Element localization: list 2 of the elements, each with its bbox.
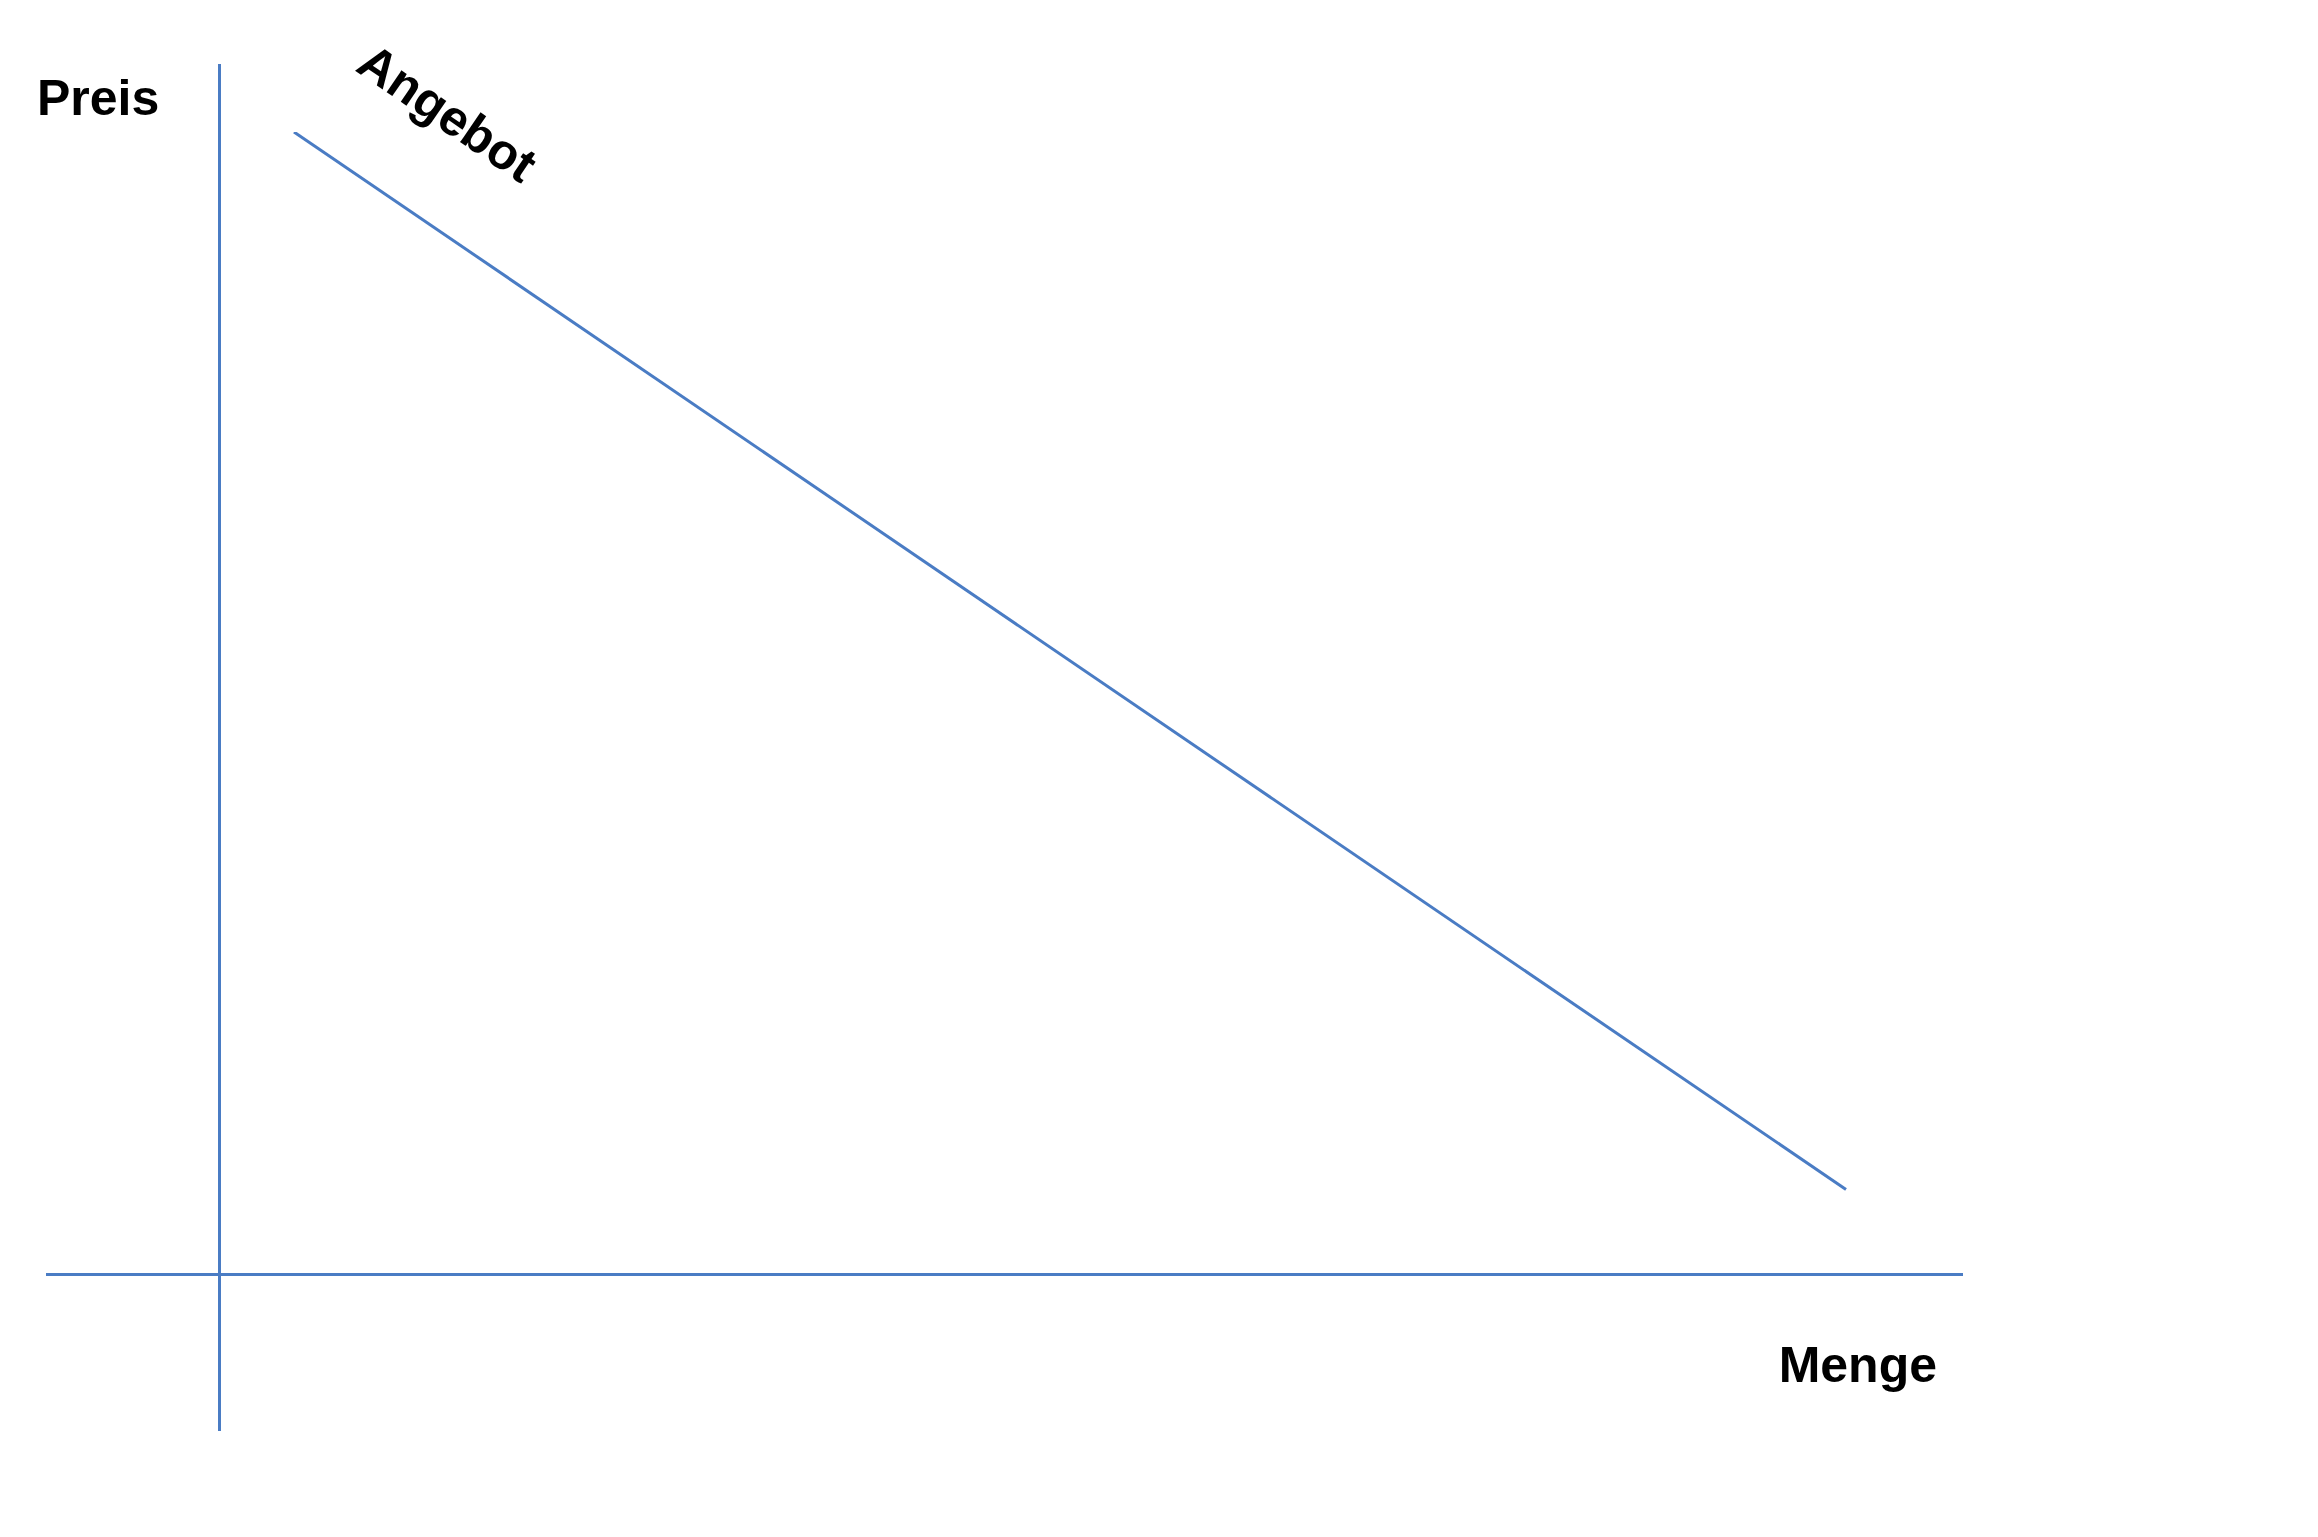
x-axis-title: Menge xyxy=(1778,1337,1937,1393)
y-axis-title: Preis xyxy=(37,70,160,126)
